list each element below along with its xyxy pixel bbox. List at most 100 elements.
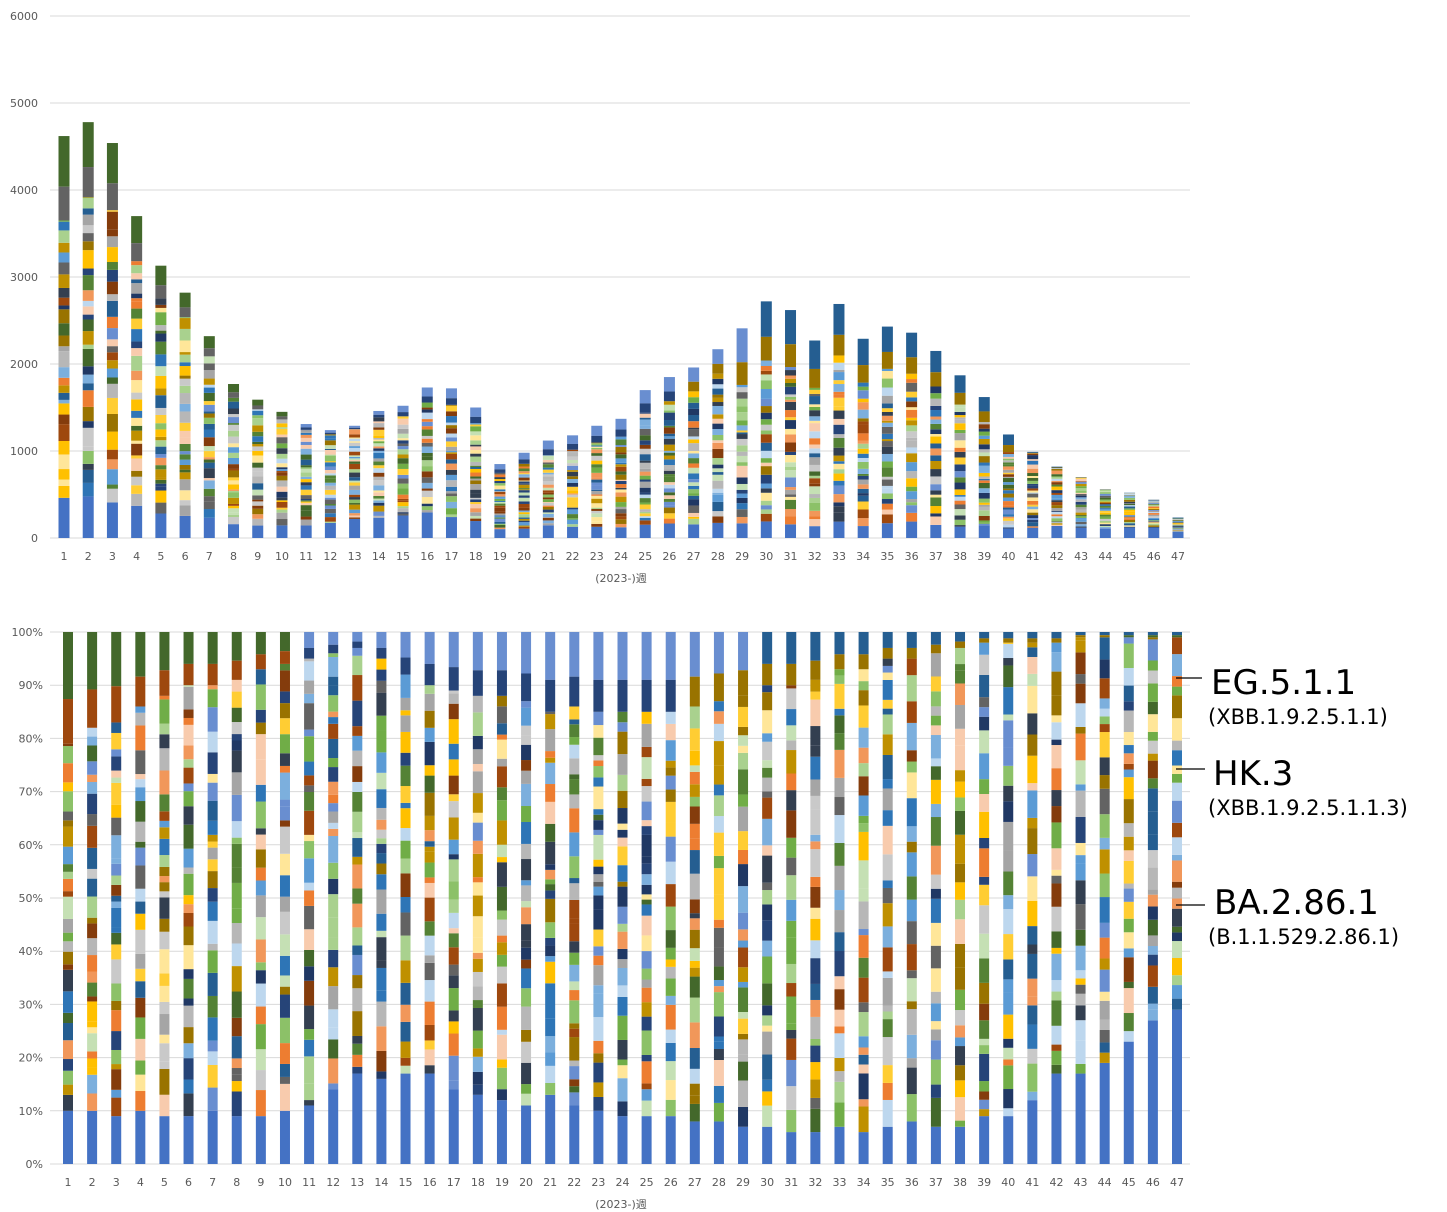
bar-segment (155, 395, 167, 408)
bar-segment (955, 632, 966, 642)
bar-segment (63, 891, 73, 897)
bar-segment (1123, 883, 1134, 889)
bar-segment (786, 1059, 797, 1087)
bar-stack-week-3 (111, 632, 122, 1164)
bar-segment (569, 918, 580, 924)
bar-segment (1172, 932, 1182, 942)
bar-segment (762, 1005, 773, 1016)
bar-segment (881, 514, 893, 524)
bar-segment (1148, 527, 1160, 538)
bar-segment (183, 824, 194, 849)
bar-segment (304, 658, 315, 662)
bar-segment (641, 778, 652, 787)
bar-segment (1027, 978, 1038, 997)
bar-segment (373, 441, 385, 444)
bar-segment (496, 739, 507, 759)
bar-segment (881, 411, 893, 416)
bar-segment (82, 278, 94, 291)
bar-segment (470, 472, 482, 477)
bar-segment (470, 456, 482, 462)
bar-segment (207, 920, 218, 944)
bar-segment (689, 967, 700, 977)
bar-segment (87, 938, 98, 956)
bar-segment (106, 236, 118, 248)
bar-stack-week-2 (87, 632, 98, 1164)
bar-segment (376, 752, 387, 773)
bar-segment (400, 752, 411, 766)
bar-segment (615, 484, 627, 488)
bar-segment (930, 779, 941, 804)
bar-segment (906, 397, 918, 402)
bar-segment (376, 680, 387, 693)
bar-segment (328, 738, 339, 759)
bar-segment (397, 449, 409, 455)
bar-segment (448, 975, 459, 989)
bar-segment (738, 947, 749, 968)
bar-segment (1123, 668, 1134, 686)
bar-segment (521, 1006, 532, 1030)
bar-segment (615, 464, 627, 467)
bar-segment (400, 765, 411, 787)
bar-segment (421, 503, 433, 507)
bar-segment (906, 750, 917, 762)
bar-segment (738, 1080, 749, 1107)
bar-segment (689, 918, 700, 930)
bar-segment (397, 488, 409, 495)
bar-segment (858, 669, 869, 682)
bar-segment (1099, 757, 1110, 776)
bar-segment (689, 750, 700, 766)
bar-segment (810, 918, 821, 941)
bar-segment (521, 859, 532, 881)
bar-segment (641, 968, 652, 980)
bar-segment (760, 419, 772, 425)
bar-segment (641, 863, 652, 875)
bar-segment (567, 524, 579, 527)
bar-segment (713, 1102, 724, 1122)
bar-segment (712, 394, 724, 398)
bar-segment (496, 857, 507, 863)
bar-segment (591, 494, 603, 496)
bar-segment (448, 632, 459, 668)
bar-segment (882, 658, 893, 666)
bar-segment (641, 1116, 652, 1164)
bar-segment (786, 810, 797, 838)
bar-segment (448, 1021, 459, 1034)
bar-segment (567, 449, 579, 452)
bar-segment (955, 683, 966, 705)
bar-segment (955, 647, 966, 665)
bar-segment (494, 523, 506, 525)
bar-segment (545, 956, 556, 962)
bar-segment (1002, 507, 1014, 510)
bar-segment (569, 632, 580, 677)
bar-segment (1027, 854, 1038, 877)
bar-segment (424, 727, 435, 742)
bar-segment (688, 485, 700, 490)
bar-segment (349, 477, 361, 481)
bar-segment (424, 741, 435, 766)
bar-segment (1002, 474, 1014, 477)
bar-segment (203, 423, 215, 430)
bar-segment (786, 920, 797, 938)
bar-segment (376, 730, 387, 753)
bar-segment (400, 802, 411, 809)
bar-segment (881, 326, 893, 352)
bar-segment (376, 843, 387, 854)
bar-segment (228, 401, 240, 409)
bar-segment (349, 513, 361, 516)
bar-segment (1099, 969, 1110, 992)
bar-segment (131, 458, 143, 471)
bar-segment (228, 512, 240, 515)
bar-segment (810, 983, 821, 1000)
bar-segment (663, 523, 675, 538)
bar-segment (857, 518, 869, 527)
bar-segment (328, 878, 339, 895)
bar-segment (421, 496, 433, 504)
bar-segment (159, 838, 170, 856)
bar-segment (663, 436, 675, 439)
bar-segment (979, 697, 990, 708)
bar-segment (376, 930, 387, 938)
bar-segment (615, 479, 627, 481)
bar-segment (881, 403, 893, 409)
bar-segment (203, 488, 215, 497)
bar-segment (955, 1120, 966, 1127)
